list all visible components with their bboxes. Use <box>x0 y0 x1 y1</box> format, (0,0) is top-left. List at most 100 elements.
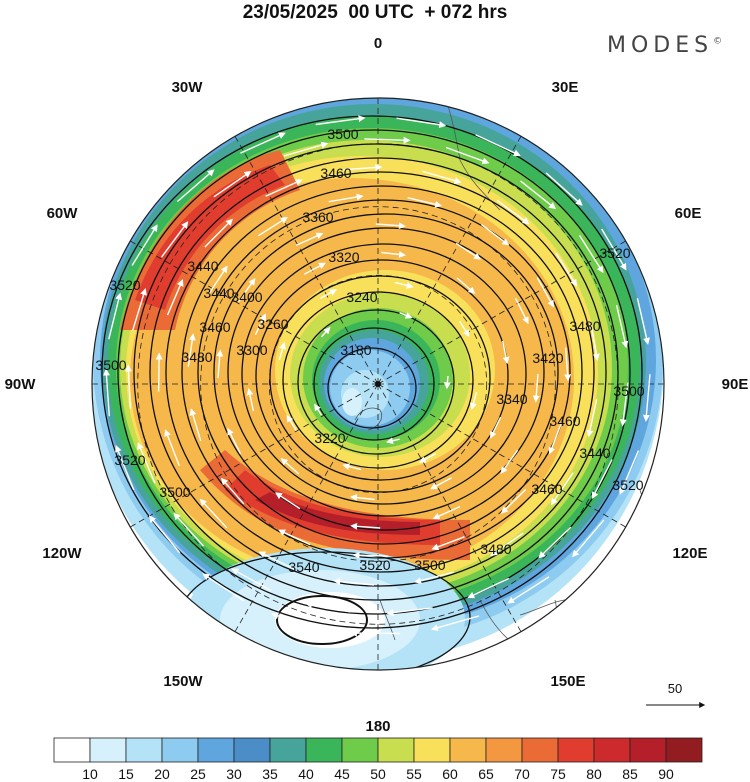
wind-arrow <box>555 252 578 287</box>
wind-arrow <box>414 571 454 584</box>
wind-arrow <box>418 452 437 463</box>
wind-arrow <box>350 522 381 530</box>
longitude-label: 0 <box>374 35 382 52</box>
wind-arrow <box>320 326 331 338</box>
colorbar-tick-label: 75 <box>550 766 566 782</box>
wind-arrow <box>619 450 640 495</box>
colorbar-swatch <box>593 737 631 763</box>
wind-arrow <box>295 232 324 247</box>
colorbar-swatch <box>197 737 235 763</box>
wind-arrow <box>132 288 147 331</box>
wind-arrow <box>572 519 605 558</box>
brand-mark: © <box>713 36 723 47</box>
contour-label: 3480 <box>569 318 600 334</box>
wind-arrow <box>532 373 540 403</box>
contour-label: 3220 <box>314 430 345 446</box>
wind-arrow <box>615 305 629 349</box>
colorbar-tick-label: 90 <box>658 766 674 782</box>
contour-label: 3520 <box>359 557 390 573</box>
height-contour <box>282 291 474 469</box>
wind-arrow <box>536 277 554 308</box>
contour-label: 3480 <box>480 541 511 557</box>
height-contour <box>227 227 545 517</box>
wind-arrow <box>265 179 303 197</box>
wind-arrow <box>237 278 256 303</box>
colorbar-swatch <box>485 737 523 763</box>
wind-arrow <box>328 193 364 203</box>
height-contour <box>197 199 571 545</box>
colorbar-swatch <box>233 737 271 763</box>
wind-arrow <box>131 224 158 266</box>
contour-label: 3460 <box>549 413 580 429</box>
contour-label: 3340 <box>496 391 527 407</box>
wind-arrow <box>407 197 443 208</box>
longitude-label: 90W <box>5 376 37 393</box>
wind-arrow <box>578 235 604 274</box>
wind-arrow <box>160 221 189 258</box>
wind-arrow <box>108 292 123 340</box>
height-contour <box>241 243 527 505</box>
wind-arrow <box>208 265 228 295</box>
wind-arrow <box>394 281 414 289</box>
meridian-line <box>130 383 379 528</box>
wind-arrow <box>456 277 476 294</box>
height-contour <box>327 347 417 429</box>
colorbar-swatch <box>125 737 163 763</box>
longitude-label: 30E <box>552 79 579 96</box>
wind-arrow <box>204 218 233 248</box>
wind-arrow <box>431 536 465 551</box>
colorbar-tick-label: 45 <box>334 766 350 782</box>
longitude-label: 150E <box>550 673 585 690</box>
wind-arrow <box>386 607 433 617</box>
height-contour <box>213 213 559 531</box>
colorbar-swatch <box>269 737 307 763</box>
height-contour <box>269 275 491 481</box>
height-contour <box>276 595 368 645</box>
contour-label: 3540 <box>288 559 319 575</box>
brand-name: MODES <box>607 33 714 58</box>
wind-arrow <box>538 526 572 559</box>
colorbar-swatch <box>53 737 91 763</box>
colorbar-swatch <box>161 737 199 763</box>
wind-arrow <box>164 429 180 466</box>
wind-arrow <box>470 391 478 410</box>
colorbar-swatch <box>377 737 415 763</box>
wind-arrow <box>283 141 329 157</box>
colorbar-swatch <box>89 737 127 763</box>
colorbar-tick-label: 70 <box>514 766 530 782</box>
contour-label: 3460 <box>199 319 230 335</box>
contour-label: 3400 <box>231 289 262 305</box>
wind-arrow <box>115 445 135 490</box>
contour-label: 3520 <box>612 477 643 493</box>
wind-arrow <box>480 224 510 246</box>
wind-arrow <box>187 333 196 367</box>
colorbar-tick-label: 55 <box>406 766 422 782</box>
wind-arrow <box>422 170 462 185</box>
longitude-label: 120W <box>42 545 82 562</box>
wind-arrow <box>258 551 296 571</box>
wind-arrow <box>315 115 366 126</box>
wind-arrow <box>636 298 650 345</box>
contour-label: 3360 <box>302 209 333 225</box>
height-contour <box>313 327 435 441</box>
wind-arrow <box>520 180 557 210</box>
longitude-label: 30W <box>172 79 204 96</box>
contour-label: 3500 <box>414 557 445 573</box>
contour-label: 3520 <box>109 277 140 293</box>
colorbar-tick-label: 30 <box>226 766 242 782</box>
longitude-label: 150W <box>163 673 203 690</box>
contour-label: 3520 <box>114 452 145 468</box>
wind-arrow <box>455 242 481 260</box>
contour-label: 3420 <box>532 350 563 366</box>
wind-arrow <box>496 199 530 225</box>
wind-arrow <box>350 494 375 502</box>
wind-arrow <box>501 489 527 514</box>
wind-arrow <box>275 492 301 510</box>
latitude-circle <box>200 206 556 562</box>
height-contour <box>149 157 607 587</box>
colorbar-tick-label: 60 <box>442 766 458 782</box>
longitude-label: 180 <box>365 718 390 735</box>
wind-arrow <box>430 615 480 632</box>
wind-arrow <box>102 368 110 417</box>
colorbar-swatch <box>341 737 379 763</box>
